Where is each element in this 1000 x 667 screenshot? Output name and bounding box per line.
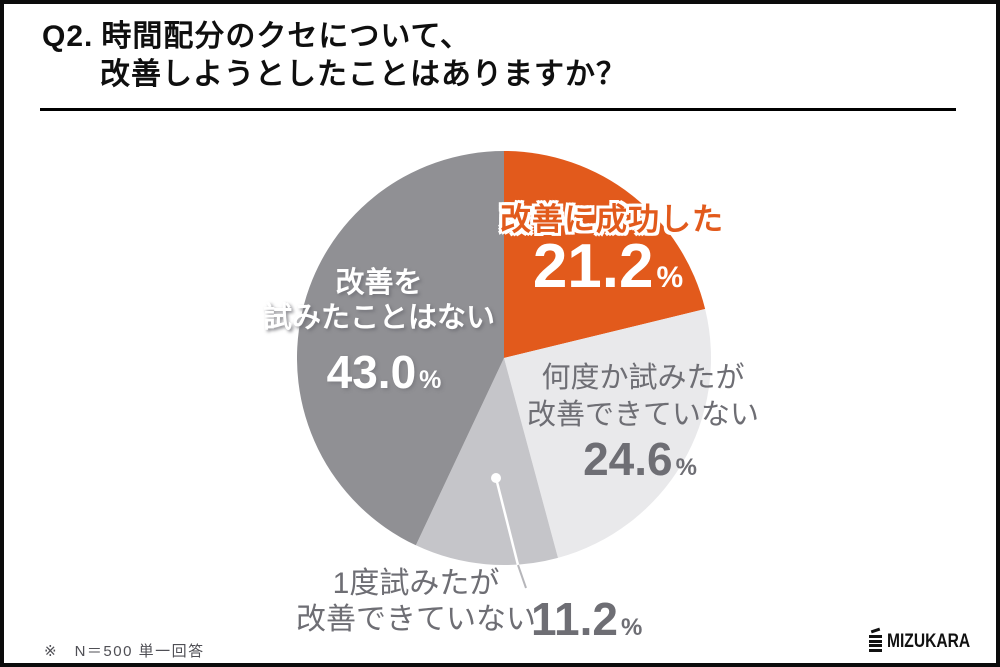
slice-label-tried-once: 1度試みたが 改善できていない [296, 566, 536, 638]
question-number: Q2. [42, 20, 94, 53]
percent-sign: % [656, 261, 684, 294]
title-text-line1: 時間配分のクセについて、 [101, 20, 471, 53]
logo-text: MIZUKARA [886, 630, 970, 652]
title-underline [40, 108, 956, 111]
brand-logo: MIZUKARA [868, 627, 988, 653]
pie-slice-1 [504, 309, 711, 558]
slice-value-success-number: 21.2 [532, 232, 654, 301]
pie-slice-0 [504, 151, 706, 358]
leader-dot [491, 473, 501, 483]
stacked-bars-icon [868, 627, 884, 653]
pie-chart [297, 151, 711, 589]
slice-label-tried-many-line1: 何度か試みたが [541, 362, 745, 394]
slice-value-tried-many: 24.6 % [583, 436, 697, 482]
slice-label-success: 改善に成功した [500, 202, 724, 237]
slice-label-tried-once-line1: 1度試みたが [332, 567, 500, 600]
slice-label-tried-many: 何度か試みたが 改善できていない [527, 360, 759, 434]
percent-sign: % [419, 366, 442, 394]
slice-label-never: 改善を 試みたことはない [263, 266, 495, 336]
slice-label-never-line2: 試みたことはない [262, 302, 496, 334]
title-text-line2: 改善しようとしたことはありますか？ [100, 58, 627, 91]
page-title: Q2. 時間配分のクセについて、 改善しようとしたことはありますか？ [42, 18, 627, 94]
leader-line-white [494, 477, 520, 566]
leader-line-gray [517, 564, 527, 589]
sample-size-footnote: ※ N＝500 単一回答 [44, 643, 205, 660]
slice-label-never-line1: 改善を [335, 267, 423, 299]
slice-value-tried-once: 11.2 % [531, 596, 642, 642]
title-line1: Q2. 時間配分のクセについて、 [42, 18, 627, 56]
slice-value-tried-many-number: 24.6 [583, 433, 673, 485]
pie-slice-3 [297, 151, 504, 546]
slice-label-tried-many-line2: 改善できていない [526, 399, 760, 431]
percent-sign: % [621, 614, 643, 641]
slice-value-tried-once-number: 11.2 [531, 593, 618, 645]
slice-value-never-number: 43.0 [326, 346, 417, 398]
percent-sign: % [675, 454, 697, 481]
slice-value-success: 21.2 % [533, 236, 683, 298]
slice-value-never: 43.0 % [327, 349, 442, 395]
slice-label-tried-once-line2: 改善できていない [296, 603, 536, 636]
pie-slice-2 [415, 358, 558, 565]
